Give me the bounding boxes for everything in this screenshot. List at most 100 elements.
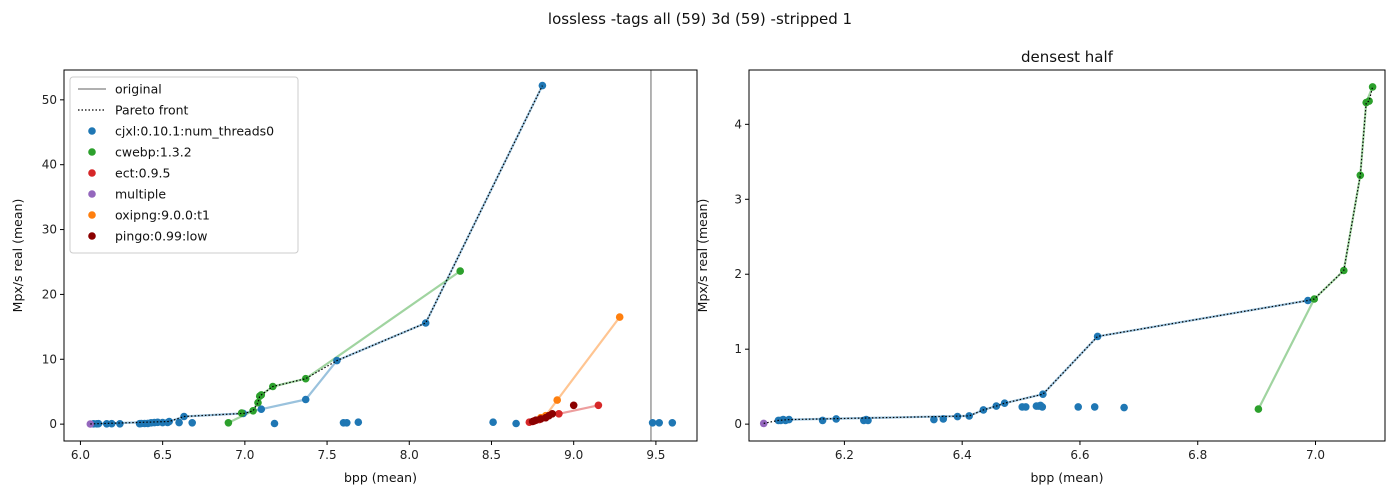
legend-label: multiple (115, 187, 166, 202)
y-tick-label: 50 (42, 93, 57, 107)
chart-right: densest half 6.2 6.4 6.6 6.8 7.0 0 1 2 3 4 bpp (mea… (695, 48, 1386, 485)
legend: original Pareto front cjxl:0.10.1:num_thre… (69, 76, 299, 254)
data-point (175, 418, 183, 427)
legend-swatch-dot (88, 169, 96, 177)
chart-left: 6.0 6.5 7.0 7.5 8.0 8.5 9.0 9.5 0 10 20 30 40 50 bpp (… (10, 69, 698, 485)
x-tick-label: 7.0 (235, 448, 254, 462)
legend-label: Pareto front (115, 103, 189, 118)
data-point (594, 401, 603, 410)
legend-label: cwebp:1.3.2 (115, 145, 192, 160)
data-point (1365, 97, 1373, 105)
data-point (237, 409, 246, 417)
x-tick-label: 9.5 (646, 448, 665, 462)
y-tick-label: 30 (42, 223, 57, 237)
y-tick-label: 0 (734, 417, 742, 431)
data-point (1074, 403, 1082, 411)
data-point (1120, 403, 1128, 412)
legend-label: cjxl:0.10.1:num_threads0 (115, 124, 274, 139)
y-axis-label: Mpx/s real (mean) (695, 199, 710, 313)
pareto-front-line (90, 85, 543, 425)
y-tick-label: 0 (49, 417, 57, 431)
legend-box (69, 76, 299, 254)
x-tick-label: 6.5 (153, 448, 172, 462)
y-axis-label: Mpx/s real (mean) (10, 199, 25, 313)
x-tick-label: 6.4 (953, 448, 972, 462)
data-point (165, 417, 173, 426)
data-point (188, 419, 196, 427)
plot-area (86, 70, 677, 441)
data-point (512, 419, 520, 428)
data-point (421, 319, 430, 327)
legend-swatch-dot (88, 211, 96, 219)
x-tick-label: 6.2 (835, 448, 854, 462)
data-point (343, 419, 351, 427)
data-point (489, 418, 497, 427)
data-point (1038, 403, 1047, 411)
data-point (655, 419, 663, 427)
data-point (832, 415, 840, 423)
data-point (569, 401, 578, 410)
data-point (1254, 405, 1263, 413)
data-point (555, 410, 563, 418)
data-point (249, 407, 257, 415)
x-axis-label: bpp (mean) (1031, 470, 1104, 485)
data-point (553, 396, 561, 404)
trend-line-0 (778, 299, 1309, 422)
x-tick-label: 8.5 (482, 448, 501, 462)
data-point (1356, 171, 1365, 180)
data-point (965, 412, 973, 420)
data-point (224, 419, 233, 427)
y-tick-label: 10 (42, 352, 57, 366)
data-point (1304, 296, 1312, 305)
data-point (116, 420, 124, 428)
data-point (930, 415, 938, 424)
data-point (759, 419, 768, 428)
x-tick-label: 6.0 (71, 448, 90, 462)
data-point (354, 418, 363, 427)
x-tick-label: 7.0 (1306, 448, 1325, 462)
data-point (254, 398, 262, 407)
data-point (1368, 83, 1377, 91)
data-point (301, 395, 310, 404)
legend-swatch-dot (88, 127, 96, 135)
y-tick-label: 3 (734, 192, 742, 206)
x-tick-label: 8.0 (400, 448, 419, 462)
y-tick-label: 4 (734, 117, 742, 131)
legend-label: pingo:0.99:low (115, 229, 208, 244)
legend-swatch-dot (88, 190, 96, 198)
data-point (648, 419, 657, 427)
data-point (1022, 403, 1030, 411)
axes-frame (748, 69, 1386, 442)
legend-swatch-dot (88, 232, 96, 240)
data-point (301, 374, 310, 383)
data-point (1090, 403, 1099, 411)
y-tick-label: 2 (734, 267, 742, 281)
trend-line-1 (1257, 86, 1374, 410)
x-tick-label: 6.8 (1188, 448, 1207, 462)
x-axis-label: bpp (mean) (344, 470, 417, 485)
data-point (939, 415, 948, 423)
trend-line-1 (227, 270, 461, 424)
data-point (270, 419, 279, 428)
data-point (1093, 332, 1102, 341)
legend-label: original (115, 82, 162, 97)
y-tick-label: 1 (734, 342, 742, 356)
data-point (1039, 390, 1047, 399)
legend-label: ect:0.9.5 (115, 166, 170, 181)
chart-title: densest half (1021, 48, 1114, 66)
data-point (953, 412, 962, 421)
data-point (548, 410, 557, 418)
data-point (1000, 399, 1009, 408)
data-point (668, 419, 677, 427)
data-point (818, 416, 827, 425)
data-point (615, 313, 624, 321)
plot-area (759, 83, 1377, 428)
data-point (257, 405, 266, 414)
legend-label: oxipng:9.0.0:t1 (115, 208, 210, 223)
trend-line-4 (540, 316, 621, 419)
x-tick-label: 7.5 (318, 448, 337, 462)
x-tick-label: 6.6 (1070, 448, 1089, 462)
legend-swatch-dot (88, 148, 96, 156)
data-point (538, 81, 547, 90)
y-tick-label: 20 (42, 287, 57, 301)
